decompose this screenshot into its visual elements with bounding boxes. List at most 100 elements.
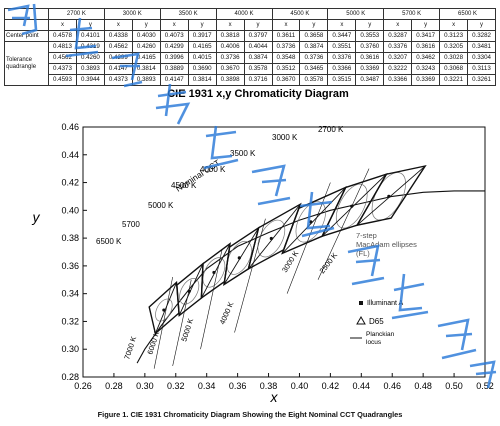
center-point — [269, 236, 273, 241]
tolerance-row: 0.4373 0.3893 0.4147 0.3814 0.3889 0.3690 0.36… — [5, 63, 496, 75]
y-tick-label: 0.46 — [61, 122, 79, 132]
table-cell: 0.4319 — [75, 41, 105, 53]
cct-label: 4000 K — [200, 165, 226, 174]
table-cell: 0.3898 — [215, 74, 245, 86]
chromaticity-chart: CIE 1931 x,y Chromaticity Diagram y x 0.… — [32, 88, 494, 405]
cct-header: 6500 K — [439, 8, 496, 20]
table-cell: 0.4260 — [131, 41, 161, 53]
y-tick-label: 0.28 — [61, 372, 79, 382]
center-point — [309, 220, 313, 224]
table-cell: 0.3548 — [271, 52, 301, 64]
table-cell: 0.4813 — [48, 41, 77, 53]
x-tick-label: 0.48 — [414, 381, 432, 391]
figure: CIE 1931 x,y Chromaticity Diagram y x 0.… — [0, 80, 500, 410]
isotherm — [234, 218, 266, 333]
x-tick-label: 0.40 — [291, 381, 309, 391]
center-point — [162, 308, 166, 312]
y-tick-label: 0.42 — [61, 178, 79, 188]
table-cell: 0.3376 — [383, 41, 413, 53]
x-tick-label: 0.30 — [136, 381, 154, 391]
table-cell: 0.3611 — [271, 30, 301, 42]
illuminant-a-marker — [359, 301, 363, 305]
table-cell: 0.4006 — [215, 41, 245, 53]
table-cell: 0.3553 — [355, 30, 385, 42]
xy-header: x — [439, 19, 469, 31]
table-cell: 0.3243 — [411, 63, 441, 75]
table-cell: 0.3814 — [187, 74, 217, 86]
y-axis-label: y — [32, 209, 41, 225]
table-cell: 0.3487 — [355, 74, 385, 86]
quadrangle-diagonal — [154, 282, 177, 334]
table-cell: 0.3417 — [411, 30, 441, 42]
chart-labels: Nominal CCT 2700 K 3000 K 3500 K 4000 K … — [96, 125, 417, 361]
table-cell: 0.4260 — [75, 52, 105, 64]
isotherm — [200, 249, 223, 350]
tolerance-row: 0.4562 0.4260 0.4299 0.4165 0.3996 0.4015 0.37… — [5, 52, 496, 64]
table-cell: 0.4593 — [48, 74, 77, 86]
table-cell: 0.4015 — [187, 52, 217, 64]
x-tick-label: 0.28 — [105, 381, 123, 391]
xy-header: x — [215, 19, 245, 31]
center-point — [237, 256, 241, 260]
xy-header: y — [243, 19, 273, 31]
isotherm-label: 4000 K — [218, 300, 236, 325]
table-cell: 0.3616 — [411, 41, 441, 53]
macadam-ellipse — [335, 183, 368, 229]
isotherm — [317, 168, 370, 280]
corner-cell — [4, 8, 49, 20]
isotherm-label: 2500 K — [317, 251, 339, 275]
quadrangle-diagonal — [201, 243, 231, 299]
table-cell: 0.3551 — [327, 41, 357, 53]
table-cell: 0.3447 — [327, 30, 357, 42]
xy-header: y — [299, 19, 329, 31]
x-tick-label: 0.52 — [476, 381, 494, 391]
table-cell: 0.4165 — [131, 52, 161, 64]
cct-label: 3500 K — [230, 149, 256, 158]
isotherm — [153, 276, 173, 369]
quadrangle-diagonal — [356, 165, 426, 226]
x-tick-label: 0.44 — [353, 381, 371, 391]
quadrangle-diagonal — [321, 173, 387, 237]
y-tick-label: 0.30 — [61, 344, 79, 354]
table-cell: 0.3481 — [467, 41, 496, 53]
table-cell: 0.3818 — [215, 30, 245, 42]
table-cell: 0.3716 — [243, 74, 273, 86]
table-cell: 0.3207 — [383, 52, 413, 64]
cct-label: 2700 K — [318, 125, 344, 134]
table-cell: 0.3944 — [75, 74, 105, 86]
table-cell: 0.3874 — [243, 52, 273, 64]
table-cell: 0.4030 — [131, 30, 161, 42]
table-cell: 0.3261 — [467, 74, 496, 86]
table-cell: 0.3113 — [467, 63, 496, 75]
isotherm — [172, 279, 192, 366]
tolerance-row: Tolerance quadrangle 0.4813 0.4319 0.4562 0.… — [4, 41, 496, 86]
isotherm-label: 5000 K — [179, 317, 195, 342]
cct-header: 4000 K — [215, 8, 273, 20]
xy-header: x — [271, 19, 301, 31]
table-cell: 0.3369 — [355, 63, 385, 75]
cct-label: 6500 K — [96, 237, 122, 246]
legend: Illuminant A D65 Planckian locus — [350, 300, 404, 346]
table-cell: 0.3670 — [215, 63, 245, 75]
table-body: Center point 0.4578 0.4101 0.4338 0.4030 0.40… — [4, 30, 496, 86]
isotherm — [286, 182, 331, 294]
quadrangle-diagonal — [223, 227, 260, 285]
x-tick-label: 0.50 — [445, 381, 463, 391]
cct-header: 4500 K — [271, 8, 329, 20]
x-tick-label: 0.34 — [198, 381, 216, 391]
table-cell: 0.3736 — [299, 52, 329, 64]
cct-header: 5000 K — [327, 8, 385, 20]
table-cell: 0.3366 — [327, 63, 357, 75]
table-header-row: 2700 K 3000 K 3500 K 4000 K 4500 K 5000 … — [4, 8, 496, 20]
quadrangle — [176, 262, 204, 317]
isotherm-label: 7000 K — [122, 335, 138, 360]
cct-label: 3000 K — [272, 133, 298, 142]
chart-title: CIE 1931 x,y Chromaticity Diagram — [167, 88, 349, 100]
x-tick-label: 0.42 — [322, 381, 340, 391]
table-cell: 0.3465 — [299, 63, 329, 75]
xy-header: x — [327, 19, 357, 31]
center-point-row: Center point 0.4578 0.4101 0.4338 0.4030 0.40… — [4, 30, 496, 42]
table-cell: 0.4562 — [48, 52, 77, 64]
